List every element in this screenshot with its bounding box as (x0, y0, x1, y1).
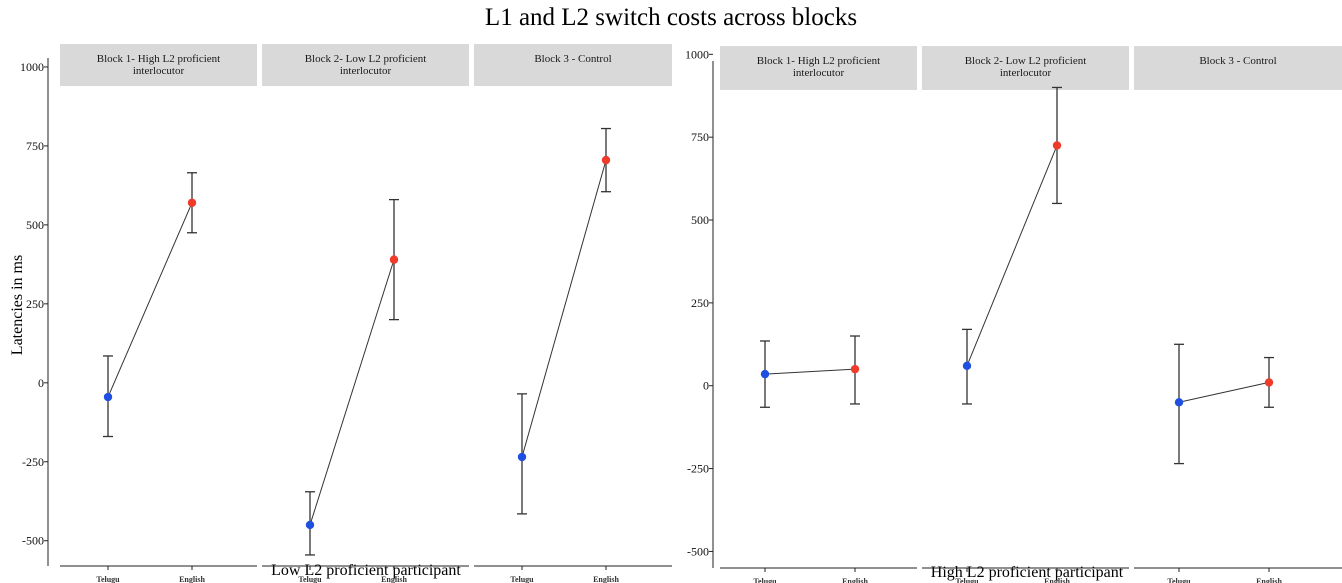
y-tick-label: -250 (22, 455, 44, 469)
y-tick-label: 0 (38, 376, 44, 390)
facet-strip-1-2 (1134, 46, 1342, 90)
y-tick-label: 750 (691, 130, 709, 144)
y-tick-label: -500 (22, 534, 44, 548)
x-tick-label: English (842, 577, 868, 583)
y-tick-label: 500 (691, 213, 709, 227)
facet-strip-label: Block 3 - Control (1199, 55, 1276, 67)
data-point-english (1052, 141, 1062, 150)
x-tick-label: Telugu (510, 575, 534, 583)
facet-strip-1-0 (720, 46, 917, 90)
y-tick-label: 250 (691, 296, 709, 310)
data-point-telugu (103, 392, 113, 402)
y-tick-label: 1000 (685, 47, 709, 61)
facet-strip-0-2 (474, 44, 672, 86)
y-tick-label: 1000 (20, 60, 44, 74)
x-tick-label: Telugu (96, 575, 120, 583)
series-line-1-1 (966, 145, 1058, 367)
y-tick-label: 500 (26, 218, 44, 232)
data-point-telugu (1174, 398, 1184, 407)
data-point-telugu (305, 520, 315, 530)
x-tick-label: Telugu (955, 577, 979, 583)
y-tick-label: 750 (26, 139, 44, 153)
data-point-english (1264, 378, 1274, 387)
series-line-0-2 (521, 159, 607, 458)
x-tick-label: Telugu (1167, 577, 1191, 583)
data-point-english (850, 364, 860, 374)
y-tick-label: -500 (687, 544, 709, 558)
series-line-0-0 (107, 202, 193, 398)
x-tick-label: English (179, 575, 205, 583)
x-tick-label: English (593, 575, 619, 583)
y-tick-label: -250 (687, 462, 709, 476)
series-line-1-0 (764, 368, 856, 375)
y-tick-label: 250 (26, 297, 44, 311)
data-point-english (389, 255, 399, 264)
facet-strip-label: Block 1- High L2 proficient (757, 55, 880, 67)
facet-strip-0-1 (262, 44, 469, 86)
data-point-english (601, 155, 611, 165)
facet-strip-label: Block 2- Low L2 proficient (305, 53, 427, 65)
series-line-0-1 (309, 259, 395, 526)
series-line-1-2 (1178, 381, 1270, 403)
facet-strip-label: interlocutor (793, 67, 845, 79)
data-point-telugu (962, 361, 972, 371)
facet-strip-0-0 (60, 44, 257, 86)
facet-strip-label: interlocutor (1000, 67, 1052, 79)
x-tick-label: Telugu (753, 577, 777, 583)
facet-strip-label: interlocutor (133, 65, 185, 77)
facet-strip-label: interlocutor (340, 65, 392, 77)
x-tick-label: English (1044, 577, 1070, 583)
facet-strip-label: Block 1- High L2 proficient (97, 53, 220, 65)
facet-strip-label: Block 2- Low L2 proficient (965, 55, 1087, 67)
x-tick-label: Telugu (298, 575, 322, 583)
facet-strip-label: Block 3 - Control (534, 53, 611, 65)
y-tick-label: 0 (703, 379, 709, 393)
x-tick-label: English (381, 575, 407, 583)
facet-strip-1-1 (922, 46, 1129, 90)
data-point-telugu (760, 369, 770, 379)
chart-title: L1 and L2 switch costs across blocks (484, 4, 858, 31)
x-tick-label: English (1256, 577, 1282, 583)
data-point-english (187, 198, 197, 207)
data-point-telugu (517, 452, 527, 462)
y-axis-title: Latencies in ms (9, 255, 26, 355)
